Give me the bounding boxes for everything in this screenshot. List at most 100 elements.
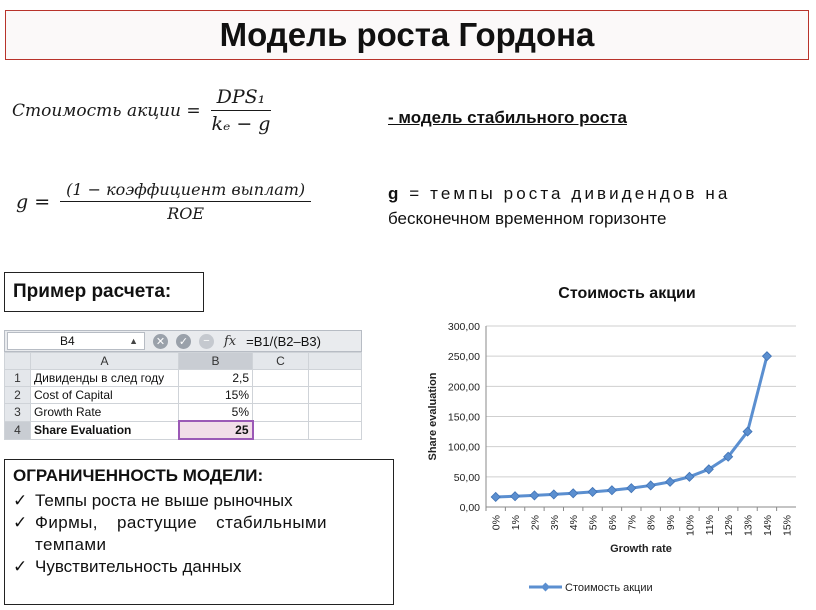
x-tick-label: 4% — [568, 515, 580, 530]
chart-title: Стоимость акции — [558, 285, 695, 302]
x-tick-label: 11% — [704, 515, 716, 535]
x-tick-label: 15% — [781, 515, 793, 536]
formula-denominator: kₑ − g — [211, 113, 271, 135]
y-tick-label: 200,00 — [448, 381, 480, 393]
checkmark-icon: ✓ — [13, 513, 28, 532]
cell-b3[interactable]: 5% — [178, 403, 253, 422]
column-header-a[interactable]: A — [30, 352, 179, 370]
g-symbol: g — [388, 184, 402, 203]
x-tick-label: 14% — [762, 515, 774, 536]
data-point — [568, 488, 579, 499]
cell-reference: B4 — [60, 334, 75, 348]
column-header-b[interactable]: B — [178, 352, 253, 370]
y-tick-label: 250,00 — [448, 351, 480, 363]
x-tick-label: 9% — [665, 515, 677, 530]
x-tick-label: 6% — [607, 515, 619, 530]
column-header-c[interactable]: C — [252, 352, 309, 370]
growth-definition-line-1: g = темпы роста дивидендов на — [388, 181, 804, 206]
limitation-text: Фирмы, растущие стабильными темпами — [35, 513, 327, 554]
data-point — [548, 489, 559, 500]
cell-a3[interactable]: Growth Rate — [30, 403, 179, 422]
legend-label: Стоимость акции — [565, 582, 653, 594]
data-point — [684, 471, 695, 482]
stable-growth-note: - модель стабильного роста — [388, 108, 627, 127]
data-point — [742, 426, 753, 437]
limitations-header: ОГРАНИЧЕННОСТЬ МОДЕЛИ: — [13, 466, 264, 485]
growth-formula: g = (1 − коэффициент выплат) ROE — [16, 180, 312, 223]
cell-b4-selected[interactable]: 25 — [177, 420, 254, 440]
data-point — [761, 351, 773, 362]
share-value-chart: Стоимость акции 0,00 50,00 100,00 150,00 200,… — [427, 285, 796, 594]
x-tick-label: 0% — [491, 515, 503, 530]
cell-blank[interactable] — [308, 369, 362, 387]
cell-a4[interactable]: Share Evaluation — [30, 420, 179, 440]
row-header[interactable]: 2 — [4, 386, 31, 404]
fx-icon[interactable]: fx — [224, 333, 237, 349]
x-tick-label: 13% — [743, 515, 755, 536]
spreadsheet-grid: A B C 1 Дивиденды в след году 2,5 2 Cost… — [4, 352, 362, 440]
x-tick-label: 2% — [529, 515, 541, 530]
data-point — [587, 486, 598, 497]
cell-reference-box[interactable]: B4 ▲ — [7, 332, 145, 350]
series-line — [495, 355, 769, 499]
row-header[interactable]: 3 — [4, 403, 31, 422]
formula-fraction: (1 − коэффициент выплат) ROE — [60, 180, 312, 223]
growth-definition-text: = темпы роста дивидендов на — [401, 184, 731, 203]
y-tick-label: 100,00 — [448, 442, 480, 454]
x-tick-label: 12% — [723, 515, 735, 536]
function-wizard-icon[interactable]: − — [199, 333, 214, 349]
cell-b2[interactable]: 15% — [178, 386, 253, 404]
up-down-arrow-icon[interactable]: ▲ — [129, 336, 138, 346]
cell-blank[interactable] — [308, 420, 362, 440]
slide-title: Модель роста Гордона — [5, 10, 809, 60]
data-point — [703, 464, 714, 475]
cell-blank[interactable] — [308, 386, 362, 404]
growth-definition-line-2: бесконечном временном горизонте — [388, 209, 667, 228]
growth-definition-note: g = темпы роста дивидендов на бесконечно… — [388, 181, 804, 231]
x-tick-label: 7% — [626, 515, 638, 530]
spreadsheet: B4 ▲ ✕ ✓ − fx =B1/(B2–B3) A B C 1 Дивиде… — [4, 330, 362, 440]
check-circle-icon[interactable]: ✓ — [176, 333, 191, 349]
formula-text[interactable]: =B1/(B2–B3) — [246, 333, 321, 349]
y-tick-label: 150,00 — [448, 412, 480, 424]
list-item: ✓ Фирмы, растущие стабильными темпами — [13, 512, 385, 556]
data-point — [606, 485, 618, 496]
table-row: 4 Share Evaluation 25 — [4, 420, 362, 440]
cell-c1[interactable] — [252, 369, 309, 387]
formula-fraction: DPS₁ kₑ − g — [210, 86, 272, 135]
cell-a1[interactable]: Дивиденды в след году — [30, 369, 179, 387]
formula-numerator: DPS₁ — [210, 86, 272, 111]
x-tick-label: 3% — [549, 515, 561, 530]
cell-c3[interactable] — [252, 403, 309, 422]
share-value-formula: Стоимость акции = DPS₁ kₑ − g — [12, 86, 272, 135]
y-tick-label: 0,00 — [460, 502, 481, 514]
y-axis-label: Share evaluation — [427, 372, 439, 460]
cell-c2[interactable] — [252, 386, 309, 404]
limitation-text: Чувствительность данных — [35, 557, 242, 576]
list-item: ✓ Чувствительность данных — [13, 556, 385, 578]
row-header[interactable]: 1 — [4, 369, 31, 387]
column-header-row: A B C — [4, 352, 362, 370]
cell-c4[interactable] — [252, 420, 309, 440]
table-row: 2 Cost of Capital 15% — [4, 386, 362, 404]
checkmark-icon: ✓ — [13, 491, 28, 510]
formula-lhs: Стоимость акции = — [12, 100, 201, 121]
x-axis-label: Growth rate — [610, 543, 672, 555]
data-point — [645, 480, 656, 491]
cell-blank[interactable] — [308, 403, 362, 422]
cell-b1[interactable]: 2,5 — [178, 369, 253, 387]
select-all-corner[interactable] — [4, 352, 31, 370]
model-limitations-box: ОГРАНИЧЕННОСТЬ МОДЕЛИ: ✓ Темпы роста не … — [4, 459, 394, 605]
cell-a2[interactable]: Cost of Capital — [30, 386, 179, 404]
y-tick-label: 50,00 — [454, 472, 480, 484]
x-tick-label: 5% — [588, 515, 600, 530]
limitation-text: Темпы роста не выше рыночных — [35, 491, 293, 510]
x-tick-label: 1% — [510, 515, 522, 530]
column-header-blank[interactable] — [308, 352, 362, 370]
data-point — [509, 491, 521, 502]
x-circle-icon[interactable]: ✕ — [153, 333, 168, 349]
data-point — [723, 451, 734, 462]
list-item: ✓ Темпы роста не выше рыночных — [13, 490, 385, 512]
data-point — [490, 491, 501, 503]
row-header[interactable]: 4 — [4, 420, 31, 440]
